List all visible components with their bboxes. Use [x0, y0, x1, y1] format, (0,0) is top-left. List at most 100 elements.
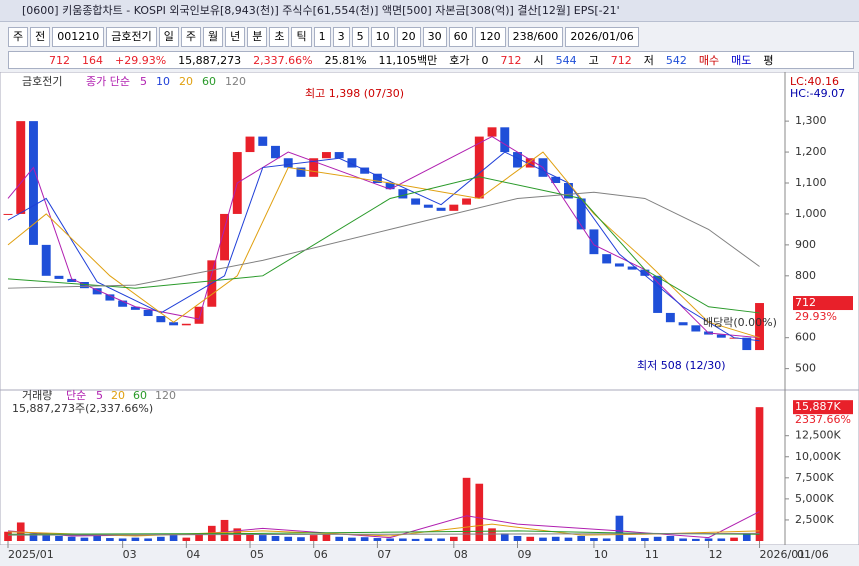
candle	[105, 294, 115, 301]
volume-bar	[309, 535, 318, 541]
volume-bar	[373, 538, 382, 541]
toolbar-button[interactable]: 초	[269, 27, 290, 47]
x-tick-label: 01/06	[797, 548, 829, 561]
info-field[interactable]: 평	[763, 54, 774, 67]
toolbar-button[interactable]: 일	[158, 27, 179, 47]
candle	[220, 213, 229, 261]
candle	[385, 183, 395, 190]
x-tick-label: 2026/01	[760, 548, 806, 561]
info-field: 저	[643, 54, 654, 67]
volume-bar	[462, 477, 471, 541]
candle	[41, 244, 51, 276]
candle	[602, 254, 612, 264]
info-field: 712	[49, 54, 70, 67]
volume-tag-label: 15,887K	[795, 400, 841, 413]
toolbar-button[interactable]: 238/600	[507, 27, 564, 47]
legend-entry: 10	[156, 75, 170, 88]
volume-bar	[55, 535, 63, 541]
candle	[474, 136, 484, 199]
volume-bar	[80, 537, 89, 541]
info-field: +29.93%	[115, 54, 167, 67]
toolbar-button[interactable]: 5	[351, 27, 369, 47]
legend-entry: 120	[155, 389, 176, 402]
ma-line	[7, 151, 760, 339]
info-field[interactable]: 매수	[698, 54, 720, 67]
info-field: 시	[533, 54, 544, 67]
toolbar-button[interactable]: 120	[474, 27, 506, 47]
volume-bar	[411, 538, 420, 541]
toolbar-button[interactable]: 전	[30, 27, 51, 47]
legend-entry: 120	[225, 75, 246, 88]
y-tick-label: 500	[795, 362, 816, 375]
volume-bar	[118, 538, 127, 541]
volume-bar	[42, 535, 51, 541]
price-tag-label: 712	[795, 296, 816, 309]
y-tick-label: 7,500K	[795, 471, 834, 484]
info-field: 712	[610, 54, 632, 67]
toolbar-button[interactable]: 주	[180, 27, 201, 47]
toolbar-button[interactable]: 2026/01/06	[565, 27, 639, 47]
candle	[271, 145, 280, 159]
toolbar-button[interactable]: 60	[448, 27, 473, 47]
candle	[589, 229, 599, 255]
info-field: 2,337.66%	[253, 54, 313, 67]
legend-entry: 20	[111, 389, 125, 402]
volume-bar	[157, 536, 165, 541]
toolbar-button[interactable]: 1	[313, 27, 331, 47]
volume-bar	[29, 533, 38, 541]
info-field: 542	[665, 54, 687, 67]
x-tick-label: 08	[454, 548, 468, 561]
candle	[181, 323, 191, 326]
volume-tag	[793, 400, 853, 415]
candle	[143, 309, 153, 317]
legend-label: 단순	[66, 389, 86, 402]
info-field[interactable]: 매도	[731, 54, 752, 67]
candle	[423, 204, 433, 208]
toolbar-button[interactable]: 주	[8, 27, 29, 47]
volume-bar	[513, 535, 522, 541]
toolbar-button[interactable]: 30	[422, 27, 447, 47]
volume-bar	[258, 535, 267, 541]
volume-bar	[641, 538, 649, 541]
toolbar-button[interactable]: 001210	[52, 27, 105, 47]
subtitle: 15,887,273주(2,337.66%)	[12, 402, 153, 415]
y-tick-label: 1,100	[795, 176, 827, 189]
candle	[118, 300, 128, 307]
toolbar-button[interactable]: 틱	[291, 27, 312, 47]
y-tick-label: 10,000K	[795, 450, 841, 463]
ma-line	[7, 136, 760, 339]
volume-bar	[284, 536, 293, 541]
candle	[755, 303, 764, 351]
ma-line	[7, 151, 760, 342]
candle	[564, 183, 573, 199]
info-field: 164	[82, 54, 103, 67]
candle	[156, 316, 166, 323]
volume-bar	[679, 538, 687, 541]
toolbar-button[interactable]: 년	[225, 27, 246, 47]
candle	[79, 282, 89, 289]
candle	[627, 266, 637, 270]
x-tick-label: 07	[377, 548, 391, 561]
candle	[462, 198, 472, 205]
y-tick-label: 900	[795, 238, 816, 251]
volume-bar	[539, 537, 547, 541]
volume-bar	[399, 538, 407, 541]
x-tick-label: 03	[123, 548, 137, 561]
candle	[321, 152, 331, 159]
candle	[436, 207, 446, 211]
toolbar-button[interactable]: 10	[370, 27, 395, 47]
toolbar-button[interactable]: 분	[247, 27, 268, 47]
x-tick-label: 04	[186, 548, 200, 561]
toolbar-button[interactable]: 20	[396, 27, 421, 47]
toolbar-button[interactable]: 3	[332, 27, 350, 47]
candle	[398, 189, 408, 199]
chart: 500 600 800 900 1,000 1,100 1,200 1,300 금호전기 종가 단…	[0, 72, 859, 566]
ma-line	[7, 532, 760, 536]
candle	[347, 158, 357, 168]
candle	[309, 158, 319, 177]
toolbar-button[interactable]: 월	[202, 27, 224, 47]
candle	[130, 306, 140, 310]
annotation: LC:40.16	[790, 75, 839, 88]
toolbar-button[interactable]: 금호전기	[106, 27, 157, 47]
volume-bar	[424, 538, 433, 541]
